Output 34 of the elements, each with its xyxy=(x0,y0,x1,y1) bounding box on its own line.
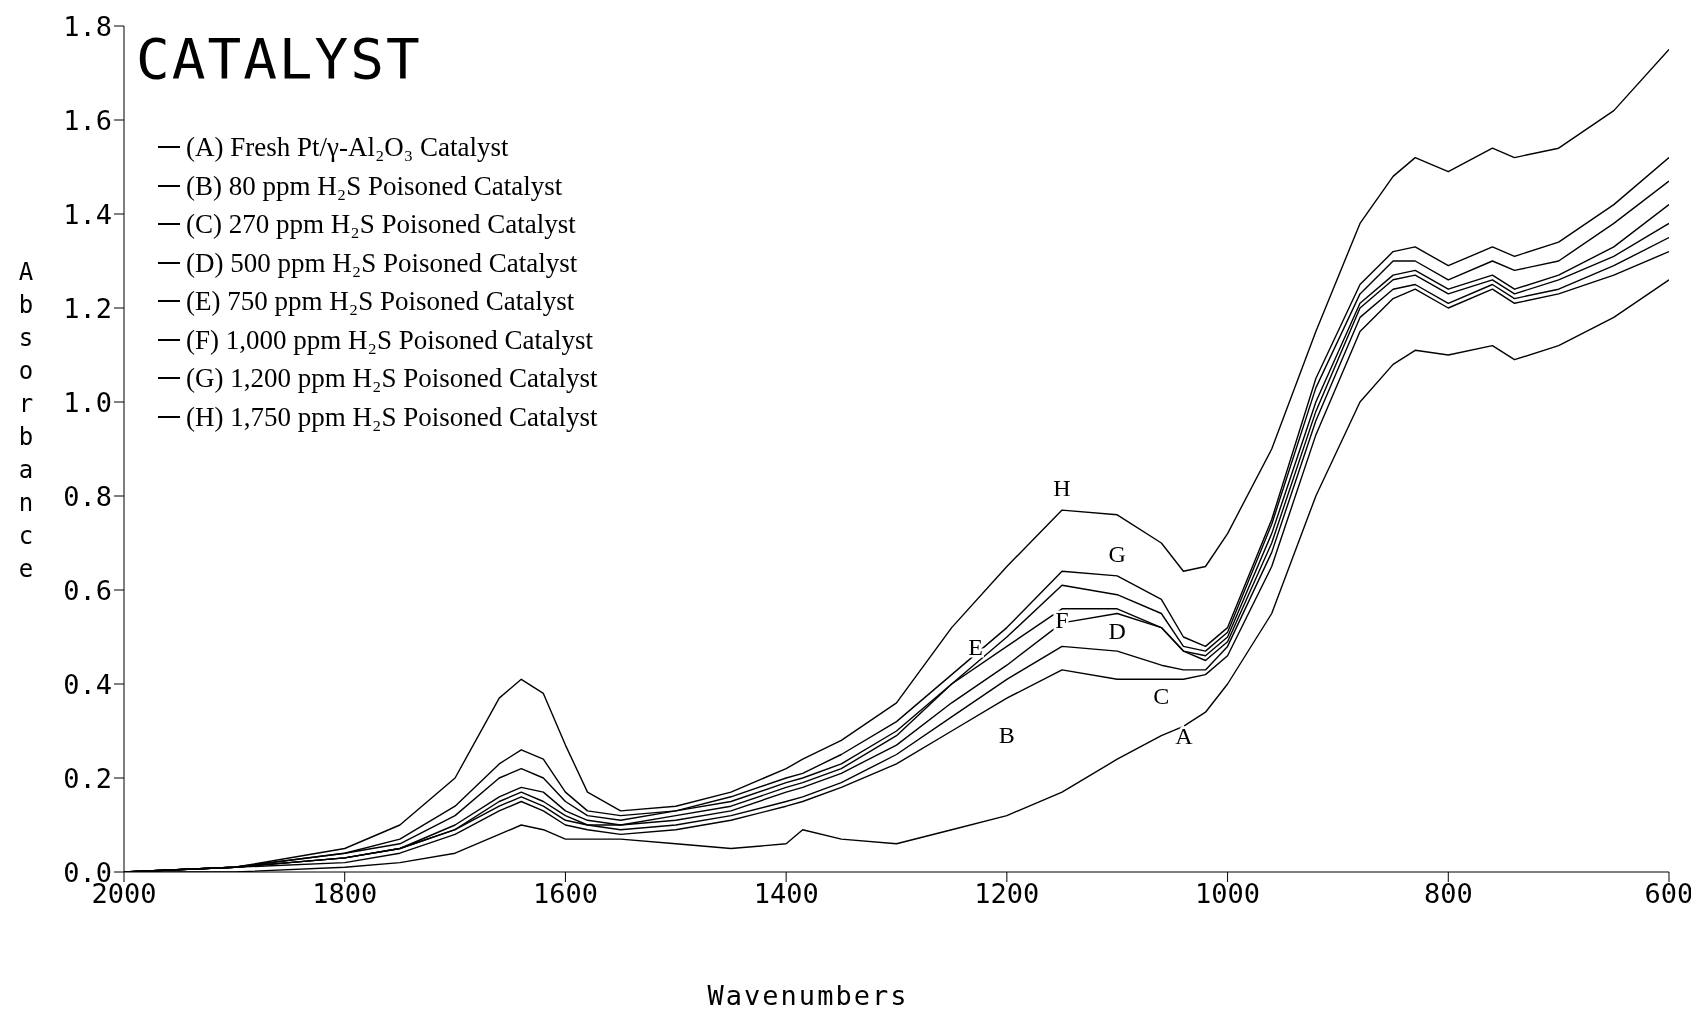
annotation: H xyxy=(1053,475,1071,502)
y-tick-label: 0.8 xyxy=(63,480,112,512)
chart-title: CATALYST xyxy=(136,26,422,91)
x-tick-label: 1000 xyxy=(1195,878,1261,910)
y-tick-label: 1.8 xyxy=(63,10,112,42)
legend-label: (G) 1,200 ppm H₂S Poisoned Catalyst xyxy=(186,362,598,395)
annotation: E xyxy=(968,633,983,660)
y-tick-label: 1.6 xyxy=(63,104,112,136)
x-axis-title: Wavenumbers xyxy=(707,980,909,1011)
y-tick-label: 0.6 xyxy=(63,574,112,606)
legend-label: (E) 750 ppm H₂S Poisoned Catalyst xyxy=(186,285,575,318)
legend-label: (B) 80 ppm H₂S Poisoned Catalyst xyxy=(186,169,563,203)
y-tick-label: 0.4 xyxy=(63,668,112,700)
legend-label: (C) 270 ppm H₂S Poisoned Catalyst xyxy=(186,208,576,241)
x-tick-label: 600 xyxy=(1644,878,1694,910)
y-tick-label: 1.0 xyxy=(63,386,112,418)
legend-label: (D) 500 ppm H₂S Poisoned Catalyst xyxy=(186,246,578,280)
x-tick-label: 1800 xyxy=(312,878,378,910)
y-tick-label: 1.4 xyxy=(63,198,112,230)
annotation: C xyxy=(1153,683,1170,710)
legend-label: (H) 1,750 ppm H₂S Poisoned Catalyst xyxy=(186,400,598,434)
legend-label: (A) Fresh Pt/γ-Al₂O₃ Catalyst xyxy=(186,131,509,164)
x-tick-label: 800 xyxy=(1423,878,1473,910)
annotation: G xyxy=(1108,540,1126,567)
y-tick-label: 1.2 xyxy=(63,292,112,324)
legend-label: (F) 1,000 ppm H₂S Poisoned Catalyst xyxy=(186,323,593,357)
annotation: D xyxy=(1108,617,1126,644)
x-tick-label: 1200 xyxy=(974,878,1040,910)
y-axis-title: Absorbance xyxy=(12,258,40,588)
y-tick-label: 0.2 xyxy=(63,762,112,794)
x-tick-label: 1600 xyxy=(532,878,598,910)
annotation: A xyxy=(1175,723,1194,750)
annotation: B xyxy=(998,722,1015,749)
x-tick-label: 1400 xyxy=(753,878,819,910)
